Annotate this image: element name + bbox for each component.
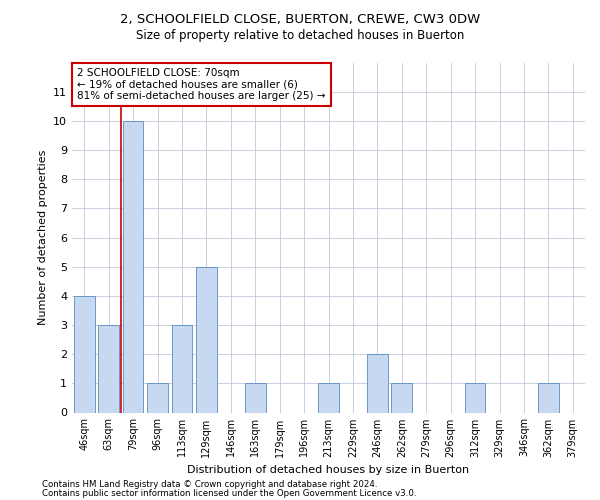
Bar bbox=[196, 266, 217, 412]
Bar bbox=[464, 384, 485, 412]
Bar bbox=[318, 384, 339, 412]
Bar bbox=[122, 121, 143, 412]
Bar bbox=[172, 325, 193, 412]
Bar bbox=[245, 384, 266, 412]
Text: Contains HM Land Registry data © Crown copyright and database right 2024.: Contains HM Land Registry data © Crown c… bbox=[42, 480, 377, 489]
Bar bbox=[367, 354, 388, 412]
Text: 2, SCHOOLFIELD CLOSE, BUERTON, CREWE, CW3 0DW: 2, SCHOOLFIELD CLOSE, BUERTON, CREWE, CW… bbox=[120, 12, 480, 26]
Bar bbox=[147, 384, 168, 412]
Bar bbox=[74, 296, 95, 412]
Bar bbox=[538, 384, 559, 412]
Bar bbox=[98, 325, 119, 412]
Text: 2 SCHOOLFIELD CLOSE: 70sqm
← 19% of detached houses are smaller (6)
81% of semi-: 2 SCHOOLFIELD CLOSE: 70sqm ← 19% of deta… bbox=[77, 68, 326, 101]
Y-axis label: Number of detached properties: Number of detached properties bbox=[38, 150, 47, 325]
Text: Size of property relative to detached houses in Buerton: Size of property relative to detached ho… bbox=[136, 29, 464, 42]
X-axis label: Distribution of detached houses by size in Buerton: Distribution of detached houses by size … bbox=[187, 465, 470, 475]
Text: Contains public sector information licensed under the Open Government Licence v3: Contains public sector information licen… bbox=[42, 488, 416, 498]
Bar bbox=[391, 384, 412, 412]
